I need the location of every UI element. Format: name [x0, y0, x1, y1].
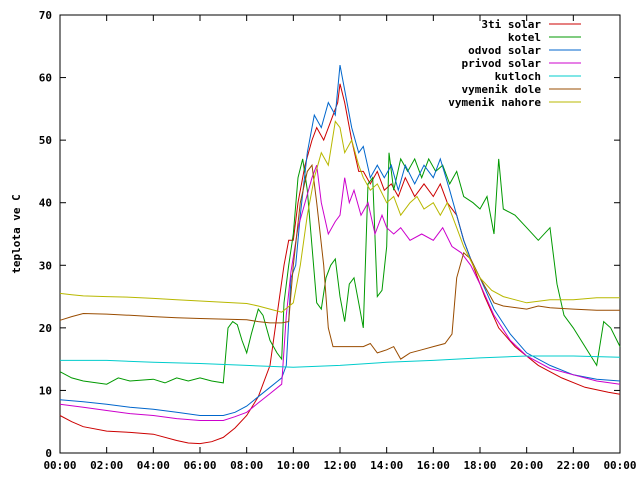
x-axis-ticks: 00:00 02:00 04:00 06:00 08:00 10:00 12:00 14:00…	[43, 15, 637, 472]
x-tick-label: 22:00	[557, 459, 590, 472]
y-tick-label: 10	[39, 384, 52, 397]
series-lines	[59, 65, 621, 445]
x-tick-label: 02:00	[90, 459, 123, 472]
series-line-vymenik-dole	[59, 163, 620, 360]
series-line-kotel	[59, 152, 621, 385]
x-tick-label: 00:00	[43, 459, 76, 472]
y-tick-label: 70	[39, 9, 52, 22]
legend-label: vymenik dole	[462, 83, 542, 96]
x-tick-label: 14:00	[370, 459, 403, 472]
y-tick-label: 0	[45, 447, 52, 460]
series-line-kutloch	[60, 355, 621, 368]
x-tick-label: 12:00	[323, 459, 356, 472]
legend-label: kotel	[508, 31, 541, 44]
x-tick-label: 20:00	[510, 459, 543, 472]
series-line-privod-solar	[59, 165, 621, 421]
x-tick-label: 10:00	[277, 459, 310, 472]
series-line-vymenik-nahore	[59, 120, 620, 313]
legend-label: vymenik nahore	[448, 96, 541, 109]
x-tick-label: 08:00	[230, 459, 263, 472]
y-tick-label: 60	[39, 72, 52, 85]
y-axis-ticks: 0 10 20 30 40 50 60 70	[39, 9, 620, 460]
legend-label: privod solar	[462, 57, 542, 70]
y-axis-title: teplota ve C	[10, 194, 23, 273]
y-tick-label: 40	[39, 197, 52, 210]
y-tick-label: 50	[39, 134, 52, 147]
legend-label: kutloch	[495, 70, 541, 83]
x-tick-label: 16:00	[417, 459, 450, 472]
series-line-3ti-solar	[59, 83, 621, 445]
legend-label: odvod solar	[468, 44, 541, 57]
x-tick-label: 06:00	[183, 459, 216, 472]
legend-label: 3ti solar	[481, 18, 541, 31]
x-tick-label: 00:00	[603, 459, 636, 472]
x-tick-label: 18:00	[463, 459, 496, 472]
y-tick-label: 30	[39, 259, 52, 272]
y-tick-label: 20	[39, 322, 52, 335]
x-tick-label: 04:00	[137, 459, 170, 472]
